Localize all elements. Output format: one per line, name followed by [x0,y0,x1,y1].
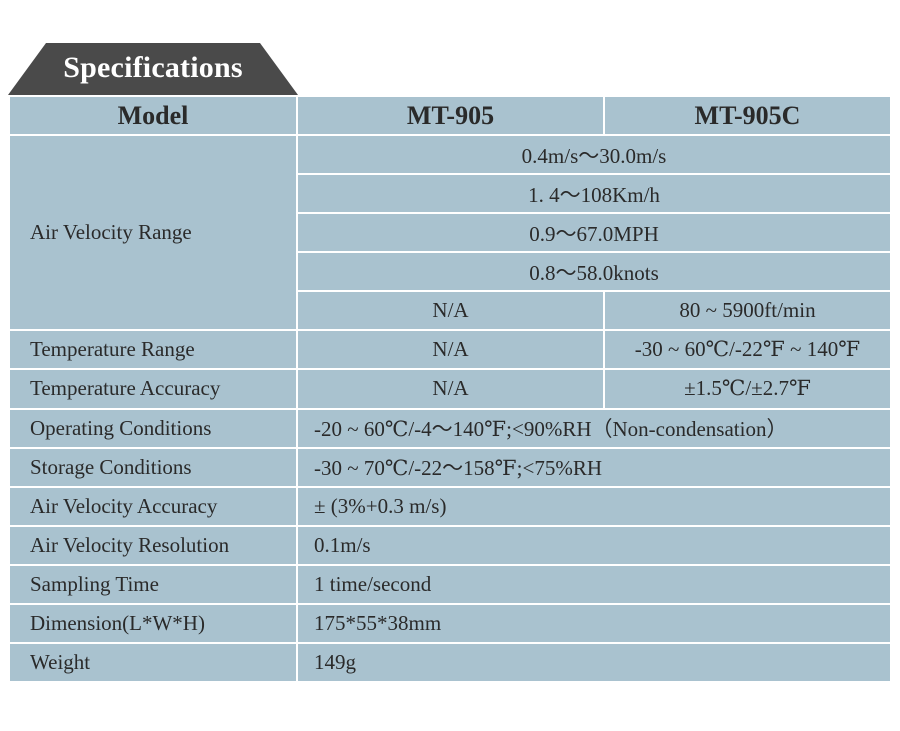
specifications-tab: Specifications [8,43,298,95]
weight-label: Weight [8,641,298,684]
weight-value: 149g [296,641,892,684]
temperature-accuracy-mt905: N/A [296,368,605,410]
header-mt-905c: MT-905C [603,94,892,137]
table-row: Sampling Time 1 time/second [8,563,892,605]
table-row: Air Velocity Resolution 0.1m/s [8,524,892,566]
air-velocity-range-ftmin-mt905: N/A [296,290,605,332]
table-row: N/A 80 ~ 5900ft/min [9,290,892,332]
air-velocity-accuracy-label: Air Velocity Accuracy [8,485,298,527]
temperature-accuracy-label: Temperature Accuracy [8,368,298,410]
table-row: 1. 4～108Km/h [9,173,892,215]
table-row: Operating Conditions -20 ~ 60℃/-4～140℉;<… [8,407,892,449]
air-velocity-range-mph: 0.9～67.0MPH [296,212,892,254]
temperature-range-label: Temperature Range [8,329,298,371]
table-row: Temperature Range N/A -30 ~ 60℃/-22℉ ~ 1… [8,329,892,371]
table-row: Air Velocity Accuracy ± (3%+0.3 m/s) [8,485,892,527]
table-row: Air Velocity Range 0.4m/s～30.0m/s [8,134,892,332]
table-header-row: Model MT-905 MT-905C [8,94,892,137]
table-row: Weight 149g [8,641,892,684]
air-velocity-resolution-label: Air Velocity Resolution [8,524,298,566]
storage-conditions-value: -30 ~ 70℃/-22～158℉;<75%RH [296,446,892,488]
table-row: Temperature Accuracy N/A ±1.5℃/±2.7℉ [8,368,892,410]
sampling-time-value: 1 time/second [296,563,892,605]
dimension-value: 175*55*38mm [296,602,892,644]
air-velocity-accuracy-value: ± (3%+0.3 m/s) [296,485,892,527]
air-velocity-range-kmh: 1. 4～108Km/h [296,173,892,215]
table-row: 0.8～58.0knots [9,251,892,293]
temperature-accuracy-mt905c: ±1.5℃/±2.7℉ [603,368,892,410]
temperature-range-mt905: N/A [296,329,605,371]
header-model: Model [8,94,298,137]
air-velocity-resolution-value: 0.1m/s [296,524,892,566]
table-row: Storage Conditions -30 ~ 70℃/-22～158℉;<7… [8,446,892,488]
air-velocity-range-ftmin-mt905c: 80 ~ 5900ft/min [603,290,892,332]
temperature-range-mt905c: -30 ~ 60℃/-22℉ ~ 140℉ [603,329,892,371]
page-title: Specifications [63,51,243,84]
header-mt-905: MT-905 [296,94,605,137]
specifications-table: Model MT-905 MT-905C Air Velocity Range … [8,94,892,684]
dimension-label: Dimension(L*W*H) [8,602,298,644]
sampling-time-label: Sampling Time [8,563,298,605]
operating-conditions-label: Operating Conditions [8,407,298,449]
operating-conditions-value: -20 ~ 60℃/-4～140℉;<90%RH（Non-condensatio… [296,407,892,449]
air-velocity-range-ms: 0.4m/s～30.0m/s [296,134,892,176]
air-velocity-range-label: Air Velocity Range [8,134,298,332]
storage-conditions-label: Storage Conditions [8,446,298,488]
air-velocity-range-knots: 0.8～58.0knots [296,251,892,293]
table-row: Dimension(L*W*H) 175*55*38mm [8,602,892,644]
table-row: 0.9～67.0MPH [9,212,892,254]
